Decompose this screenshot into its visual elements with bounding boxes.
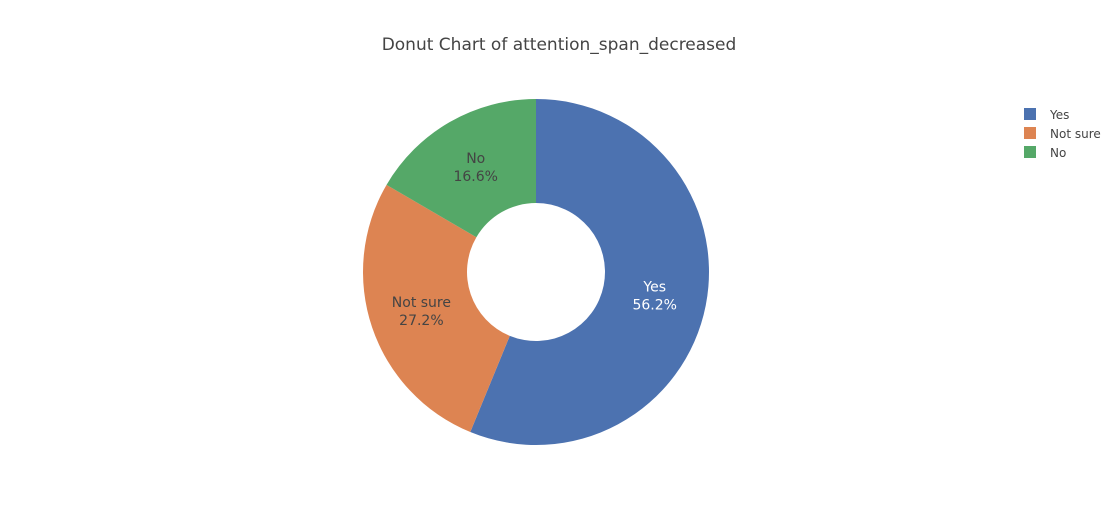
slice-label-not-sure: Not sure 27.2%: [392, 295, 451, 329]
slice-label-category: No: [466, 151, 485, 167]
legend-item-not-sure[interactable]: Not sure: [1024, 127, 1101, 141]
slice-labels: Yes 56.2% Not sure 27.2% No 16.6%: [392, 151, 677, 329]
legend-label: Not sure: [1050, 127, 1101, 141]
slice-label-percent: 56.2%: [632, 297, 676, 313]
legend-item-yes[interactable]: Yes: [1024, 108, 1069, 122]
legend-swatch: [1024, 146, 1036, 158]
legend-swatch: [1024, 127, 1036, 139]
chart-title: Donut Chart of attention_span_decreased: [382, 35, 737, 55]
legend-label: Yes: [1049, 108, 1069, 122]
slice-label-no: No 16.6%: [453, 151, 497, 185]
donut-slices: [363, 98, 709, 445]
slice-label-yes: Yes 56.2%: [632, 279, 676, 313]
legend-label: No: [1050, 146, 1066, 160]
slice-not-sure: [363, 184, 510, 433]
slice-label-category: Not sure: [392, 295, 451, 311]
legend: Yes Not sure No: [1024, 108, 1101, 160]
slice-yes: [470, 99, 709, 445]
slice-no: [386, 98, 536, 238]
slice-label-percent: 27.2%: [399, 313, 443, 329]
legend-item-no[interactable]: No: [1024, 146, 1066, 160]
legend-swatch: [1024, 108, 1036, 120]
slice-label-percent: 16.6%: [453, 169, 497, 185]
slice-label-category: Yes: [642, 279, 666, 295]
